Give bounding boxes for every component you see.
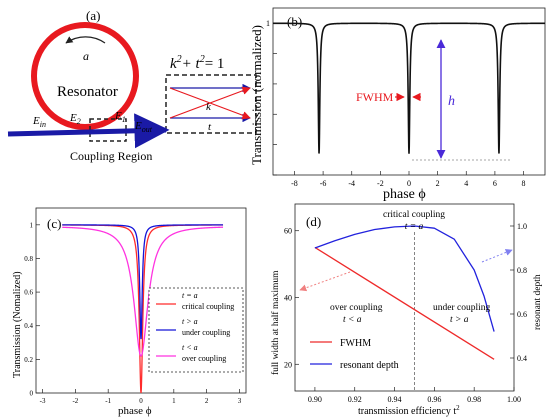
panel-c-ytick-label: 0 bbox=[30, 390, 34, 398]
coupling-detail-box bbox=[165, 74, 257, 134]
panel-d-ytick-right-label: 0.4 bbox=[517, 354, 527, 363]
under-coupling-cond: t > a bbox=[450, 315, 469, 325]
panel-c-ylabel: Transmission (Nomalized) bbox=[12, 271, 23, 378]
panel-c-ticks: -3 -2 -1 0 1 2 3 0 0.2 0.4 0.6 0.8 1 bbox=[24, 221, 241, 405]
bus-waveguide bbox=[7, 113, 170, 149]
panel-b-h-label: h bbox=[448, 94, 455, 109]
detail-t-label: t bbox=[208, 121, 212, 133]
panel-a: (a) a Resonator k2+ t2= 1 k t E2 E1 Ein … bbox=[7, 8, 257, 163]
e2-label: E2 bbox=[69, 112, 81, 126]
critical-coupling-title: critical coupling bbox=[383, 210, 445, 220]
e1-label: E1 bbox=[114, 110, 126, 124]
panel-c-xtick-label: 2 bbox=[205, 397, 209, 405]
panel-b: (b) Transmission (normalized) phase ϕ -8… bbox=[249, 7, 546, 202]
panel-d-xtick-label: 1.00 bbox=[507, 395, 521, 404]
panel-b-ytick-label: 1 bbox=[266, 19, 270, 28]
panel-d-ytick-left-label: 20 bbox=[284, 360, 292, 369]
panel-c-label: (c) bbox=[47, 216, 61, 231]
panel-c-legend-cond: t < a bbox=[182, 343, 198, 352]
critical-coupling-cond: t = a bbox=[405, 222, 424, 232]
panel-d-label: (d) bbox=[306, 214, 321, 229]
panel-d-xtick-label: 0.98 bbox=[467, 395, 481, 404]
amplitude-a-label: a bbox=[83, 49, 89, 63]
panel-d-ytick-right-label: 1.0 bbox=[517, 222, 527, 231]
panel-c-series-under-coupling bbox=[62, 224, 224, 340]
panel-b-xtick-label: 8 bbox=[522, 179, 526, 188]
panel-d-xtick-label: 0.94 bbox=[388, 395, 402, 404]
legend-fwhm-label: FWHM bbox=[340, 338, 371, 349]
panel-d-ytick-left-label: 40 bbox=[284, 294, 292, 303]
panel-c-ytick-label: 0.4 bbox=[24, 322, 33, 330]
arrow-to-left-axis bbox=[299, 271, 351, 292]
panel-c-legend: t = a critical coupling t > a under couplin… bbox=[156, 291, 234, 363]
panel-c-legend-name: critical coupling bbox=[182, 302, 234, 311]
coupling-region-label: Coupling Region bbox=[70, 149, 152, 163]
resonator-label: Resonator bbox=[57, 84, 118, 100]
panel-c-xtick-label: -3 bbox=[40, 397, 46, 405]
panel-b-transmission-curve bbox=[273, 22, 545, 154]
panel-c-xtick-label: 0 bbox=[139, 397, 143, 405]
panel-b-xtick-label: -4 bbox=[348, 179, 355, 188]
over-coupling-cond: t < a bbox=[343, 315, 362, 325]
panel-d-series-fwhm bbox=[314, 246, 495, 360]
circulation-arrow bbox=[65, 36, 106, 44]
panel-c-xtick-label: 1 bbox=[172, 397, 176, 405]
under-coupling-title: under coupling bbox=[433, 303, 491, 313]
panel-c-curves bbox=[62, 224, 224, 394]
panel-c-ytick-label: 0.6 bbox=[24, 289, 33, 297]
panel-c-ytick-label: 0.2 bbox=[24, 356, 33, 364]
panel-c-ytick-label: 0.8 bbox=[24, 255, 33, 263]
eout-label: Eout bbox=[134, 120, 153, 134]
panel-b-xtick-label: 0 bbox=[407, 179, 411, 188]
panel-d-ticks: 0.90 0.92 0.94 0.96 0.98 1.00 20 40 60 0.4 0.6 0.8 1… bbox=[284, 222, 527, 404]
panel-c-xtick-label: 3 bbox=[238, 397, 242, 405]
panel-d-xtick-label: 0.92 bbox=[348, 395, 362, 404]
panel-c-ytick-label: 1 bbox=[30, 221, 34, 229]
panel-b-xtick-label: 2 bbox=[436, 179, 440, 188]
panel-b-ticks: -8 -6 -4 -2 0 2 4 6 8 1 bbox=[266, 19, 526, 188]
panel-b-xtick-label: -2 bbox=[377, 179, 384, 188]
panel-d-axes bbox=[294, 203, 515, 392]
panel-d-xtick-label: 0.96 bbox=[427, 395, 441, 404]
panel-d-series-resonant-depth bbox=[314, 225, 495, 332]
panel-c-xtick-label: -2 bbox=[72, 397, 78, 405]
panel-c-legend-cond: t = a bbox=[182, 291, 198, 300]
panel-d-ytick-left-label: 60 bbox=[284, 227, 292, 236]
panel-d-curves bbox=[314, 225, 495, 360]
panel-d-ylabel-right: resonant depth bbox=[533, 274, 543, 330]
panel-b-xtick-label: -8 bbox=[291, 179, 298, 188]
panel-b-ylabel: Transmission (normalized) bbox=[249, 25, 264, 165]
panel-c-legend-cond: t > a bbox=[182, 317, 198, 326]
panel-a-label: (a) bbox=[86, 8, 100, 23]
panel-d: (d) full width at half maximum resonant … bbox=[270, 203, 543, 417]
fwhm-label: FWHM bbox=[356, 90, 394, 104]
panel-d-xlabel: transmission efficiency t2 bbox=[358, 404, 460, 417]
arrow-to-right-axis bbox=[481, 249, 513, 263]
equation: k2+ t2= 1 bbox=[170, 54, 224, 72]
panel-d-ytick-right-label: 0.6 bbox=[517, 310, 527, 319]
panel-c: (c) Transmission (Nomalized) phase ϕ -3-… bbox=[12, 207, 247, 417]
ein-label: Ein bbox=[32, 115, 46, 129]
panel-b-xtick-label: 6 bbox=[493, 179, 497, 188]
panel-b-label: (b) bbox=[287, 14, 302, 29]
detail-cross-up bbox=[169, 86, 251, 119]
panel-b-xtick-label: -6 bbox=[320, 179, 327, 188]
panel-c-xtick-label: -1 bbox=[105, 397, 111, 405]
panel-d-xtick-label: 0.90 bbox=[308, 395, 322, 404]
panel-c-legend-name: under coupling bbox=[182, 328, 230, 337]
panel-b-xtick-label: 4 bbox=[464, 179, 468, 188]
panel-c-series-over-coupling bbox=[62, 226, 224, 357]
detail-k-label: k bbox=[206, 101, 212, 113]
panel-c-legend-name: over coupling bbox=[182, 354, 226, 363]
panel-b-xlabel: phase ϕ bbox=[383, 187, 426, 202]
over-coupling-title: over coupling bbox=[330, 303, 383, 313]
panel-d-ytick-right-label: 0.8 bbox=[517, 266, 527, 275]
panel-c-xlabel: phase ϕ bbox=[118, 405, 152, 417]
legend-depth-label: resonant depth bbox=[340, 360, 399, 371]
resonator-ring bbox=[31, 22, 139, 130]
panel-d-ylabel-left: full width at half maximum bbox=[270, 270, 281, 375]
